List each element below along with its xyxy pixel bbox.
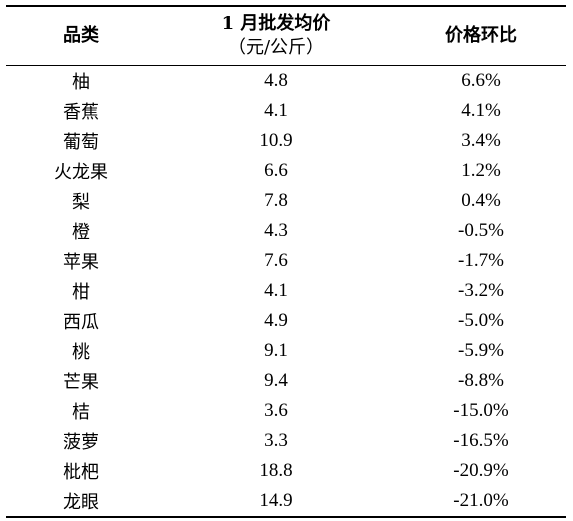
cell-category: 火龙果	[54, 162, 108, 183]
table-row: 龙眼 14.9 -21.0%	[6, 486, 566, 517]
cell-change: -0.5%	[458, 220, 504, 241]
table-row: 柑 4.1 -3.2%	[6, 276, 566, 306]
cell-price: 3.6	[264, 400, 288, 421]
cell-category: 西瓜	[63, 312, 99, 333]
table-row: 桔 3.6 -15.0%	[6, 396, 566, 426]
cell-price: 18.8	[259, 460, 293, 481]
cell-change: 3.4%	[461, 130, 501, 151]
cell-change: -20.9%	[453, 460, 509, 481]
cell-category: 芒果	[63, 372, 99, 393]
header-price: 1 月批发均价 （元/公斤）	[156, 6, 396, 66]
header-category: 品类	[63, 25, 99, 46]
cell-price: 7.6	[264, 250, 288, 271]
fruit-price-table: 品类 1 月批发均价 （元/公斤） 价格环比 柚 4.8 6.6% 香蕉 4.1…	[6, 5, 566, 518]
table-row: 梨 7.8 0.4%	[6, 186, 566, 216]
cell-category: 葡萄	[63, 132, 99, 153]
table-row: 枇杷 18.8 -20.9%	[6, 456, 566, 486]
header-change: 价格环比	[445, 25, 517, 46]
table-row: 香蕉 4.1 4.1%	[6, 96, 566, 126]
fruit-price-table-container: 品类 1 月批发均价 （元/公斤） 价格环比 柚 4.8 6.6% 香蕉 4.1…	[6, 5, 566, 518]
table-row: 芒果 9.4 -8.8%	[6, 366, 566, 396]
cell-change: -21.0%	[453, 490, 509, 511]
cell-category: 菠萝	[63, 432, 99, 453]
cell-price: 9.4	[264, 370, 288, 391]
table-row: 西瓜 4.9 -5.0%	[6, 306, 566, 336]
cell-change: 1.2%	[461, 160, 501, 181]
cell-change: -1.7%	[458, 250, 504, 271]
cell-category: 柚	[72, 72, 90, 93]
table-header: 品类 1 月批发均价 （元/公斤） 价格环比	[6, 6, 566, 66]
cell-price: 14.9	[259, 490, 293, 511]
cell-category: 梨	[72, 192, 90, 213]
table-body: 柚 4.8 6.6% 香蕉 4.1 4.1% 葡萄 10.9 3.4% 火龙果 …	[6, 66, 566, 517]
table-row: 苹果 7.6 -1.7%	[6, 246, 566, 276]
cell-category: 苹果	[63, 252, 99, 273]
cell-category: 香蕉	[63, 102, 99, 123]
cell-change: -3.2%	[458, 280, 504, 301]
cell-category: 橙	[72, 222, 90, 243]
cell-change: 0.4%	[461, 190, 501, 211]
cell-price: 4.1	[264, 280, 288, 301]
cell-change: -8.8%	[458, 370, 504, 391]
cell-category: 枇杷	[63, 462, 99, 483]
header-price-unit: （元/公斤）	[227, 37, 325, 58]
table-row: 葡萄 10.9 3.4%	[6, 126, 566, 156]
table-row: 橙 4.3 -0.5%	[6, 216, 566, 246]
table-row: 火龙果 6.6 1.2%	[6, 156, 566, 186]
cell-price: 4.8	[264, 70, 288, 91]
cell-price: 7.8	[264, 190, 288, 211]
cell-price: 6.6	[264, 160, 288, 181]
cell-category: 桔	[72, 402, 90, 423]
cell-price: 10.9	[259, 130, 293, 151]
cell-category: 柑	[72, 282, 90, 303]
header-price-title: 1 月批发均价	[221, 13, 331, 34]
cell-price: 4.3	[264, 220, 288, 241]
cell-category: 龙眼	[63, 492, 99, 513]
cell-price: 4.9	[264, 310, 288, 331]
cell-change: -5.9%	[458, 340, 504, 361]
cell-change: 4.1%	[461, 100, 501, 121]
table-row: 柚 4.8 6.6%	[6, 66, 566, 97]
cell-price: 9.1	[264, 340, 288, 361]
cell-price: 3.3	[264, 430, 288, 451]
cell-price: 4.1	[264, 100, 288, 121]
table-row: 菠萝 3.3 -16.5%	[6, 426, 566, 456]
cell-change: 6.6%	[461, 70, 501, 91]
cell-category: 桃	[72, 342, 90, 363]
header-row: 品类 1 月批发均价 （元/公斤） 价格环比	[6, 6, 566, 66]
cell-change: -16.5%	[453, 430, 509, 451]
cell-change: -5.0%	[458, 310, 504, 331]
table-row: 桃 9.1 -5.9%	[6, 336, 566, 366]
cell-change: -15.0%	[453, 400, 509, 421]
